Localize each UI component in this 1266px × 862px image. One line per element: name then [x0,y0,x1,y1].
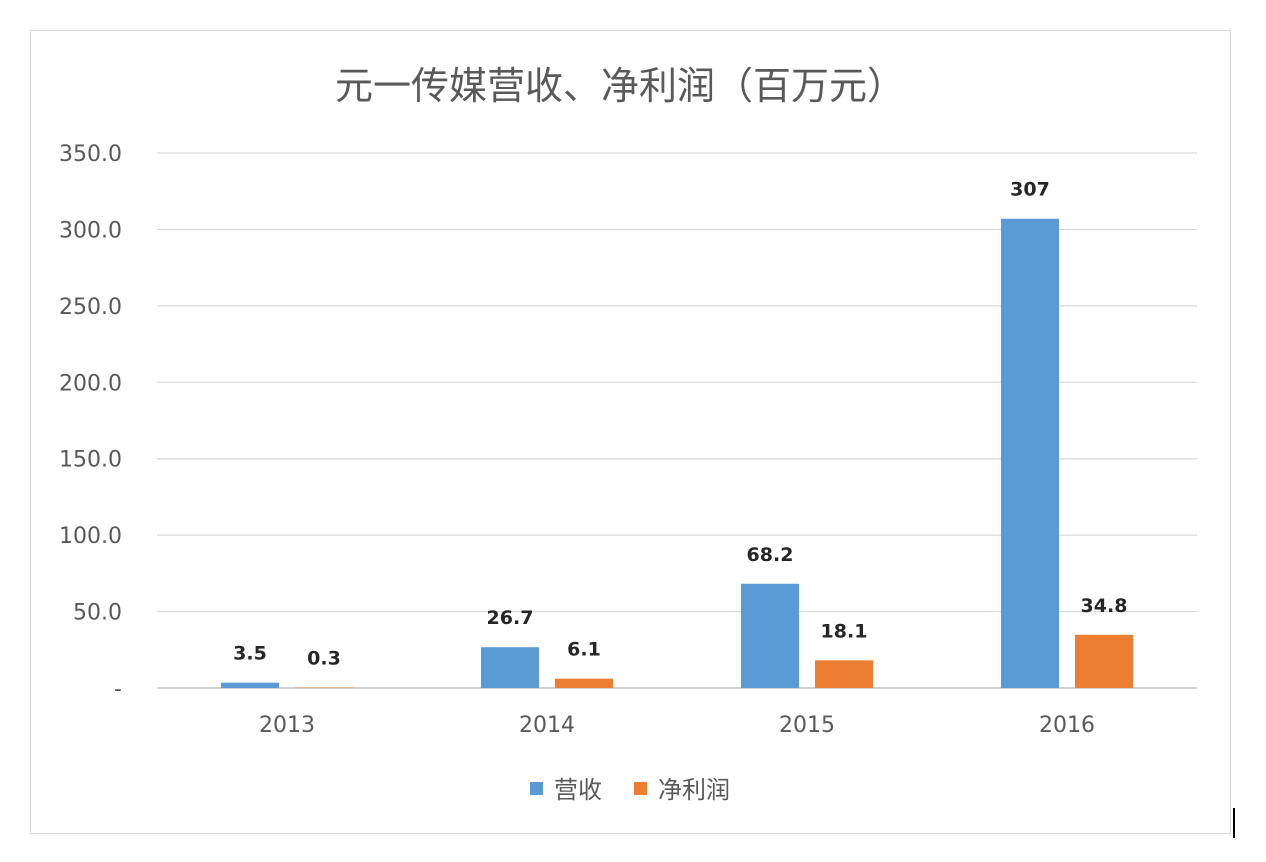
bar-净利润-2013 [295,687,353,689]
bar-营收-2016 [1001,218,1059,688]
bar-营收-2015 [741,583,799,688]
legend-swatch-净利润 [634,782,647,795]
data-label-营收-2016: 307 [1010,179,1050,201]
text-cursor [1233,808,1235,838]
legend-label-净利润: 净利润 [658,776,730,804]
legend: 营收 净利润 [530,776,730,804]
x-axis-ticks: 2013 2014 2015 2016 [259,713,1095,738]
bar-营收-2014 [481,647,539,688]
bar-营收-2013 [221,682,279,688]
data-label-营收-2015: 68.2 [747,544,794,566]
ytick-label-300: 300.0 [59,218,122,243]
ytick-label-200: 200.0 [59,371,122,396]
data-label-净利润-2016: 34.8 [1081,595,1128,617]
xtick-label-2013: 2013 [259,713,315,738]
ytick-label-150: 150.0 [59,448,122,473]
ytick-label-0: - [114,677,122,702]
ytick-label-100: 100.0 [59,524,122,549]
xtick-label-2016: 2016 [1039,713,1095,738]
data-label-净利润-2015: 18.1 [821,620,868,642]
bar-净利润-2016 [1075,634,1133,688]
ytick-label-50: 50.0 [73,601,122,626]
ytick-label-350: 350.0 [59,142,122,167]
bar-净利润-2015 [815,660,873,688]
ytick-label-250: 250.0 [59,295,122,320]
data-label-营收-2014: 26.7 [487,607,534,629]
data-label-净利润-2014: 6.1 [567,639,601,661]
bars [221,218,1133,689]
y-axis-ticks: - 50.0 100.0 150.0 200.0 250.0 300.0 350.0 [59,142,122,702]
xtick-label-2014: 2014 [519,713,575,738]
legend-label-营收: 营收 [554,776,602,804]
data-label-营收-2013: 3.5 [233,643,267,665]
bar-净利润-2014 [555,678,613,688]
data-label-净利润-2013: 0.3 [307,648,341,670]
legend-swatch-营收 [530,782,543,795]
chart-title: 元一传媒营收、净利润（百万元） [335,64,905,108]
data-labels: 3.5 0.3 26.7 6.1 68.2 18.1 307 34.8 [233,179,1127,670]
xtick-label-2015: 2015 [779,713,835,738]
